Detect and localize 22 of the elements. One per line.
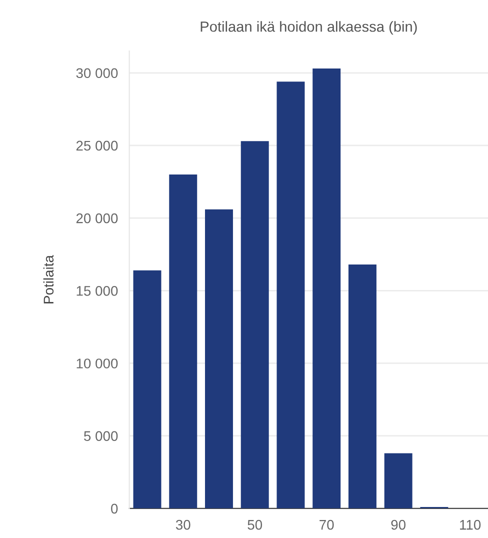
bar [276, 82, 305, 508]
y-tick-label: 15 000 [76, 286, 118, 296]
bar [133, 270, 162, 508]
bar [348, 264, 376, 508]
y-tick-label: 5 000 [84, 431, 118, 441]
x-tick-label: 70 [320, 520, 334, 530]
y-axis-title: Potilaita [43, 255, 54, 304]
bar [169, 174, 198, 508]
bar [205, 209, 233, 508]
bar [240, 141, 269, 508]
y-tick-label: 20 000 [76, 213, 118, 224]
y-tick-label: 0 [111, 504, 118, 514]
y-tick-label: 30 000 [76, 68, 118, 78]
x-tick-label: 110 [460, 520, 481, 530]
bar [384, 453, 412, 508]
x-tick-label: 50 [248, 520, 262, 530]
x-tick-label: 90 [391, 520, 406, 530]
y-tick-label: 25 000 [76, 140, 118, 151]
bar [312, 68, 341, 508]
chart-title: Potilaan ikä hoidon alkaessa (bin) [200, 21, 417, 35]
x-tick-label: 30 [176, 520, 190, 530]
y-tick-label: 10 000 [76, 358, 118, 368]
